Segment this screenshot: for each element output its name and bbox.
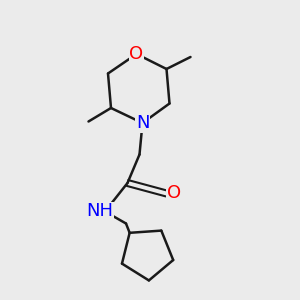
Text: O: O — [129, 45, 144, 63]
Text: N: N — [136, 114, 149, 132]
Text: NH: NH — [86, 202, 113, 220]
Text: O: O — [167, 184, 181, 202]
